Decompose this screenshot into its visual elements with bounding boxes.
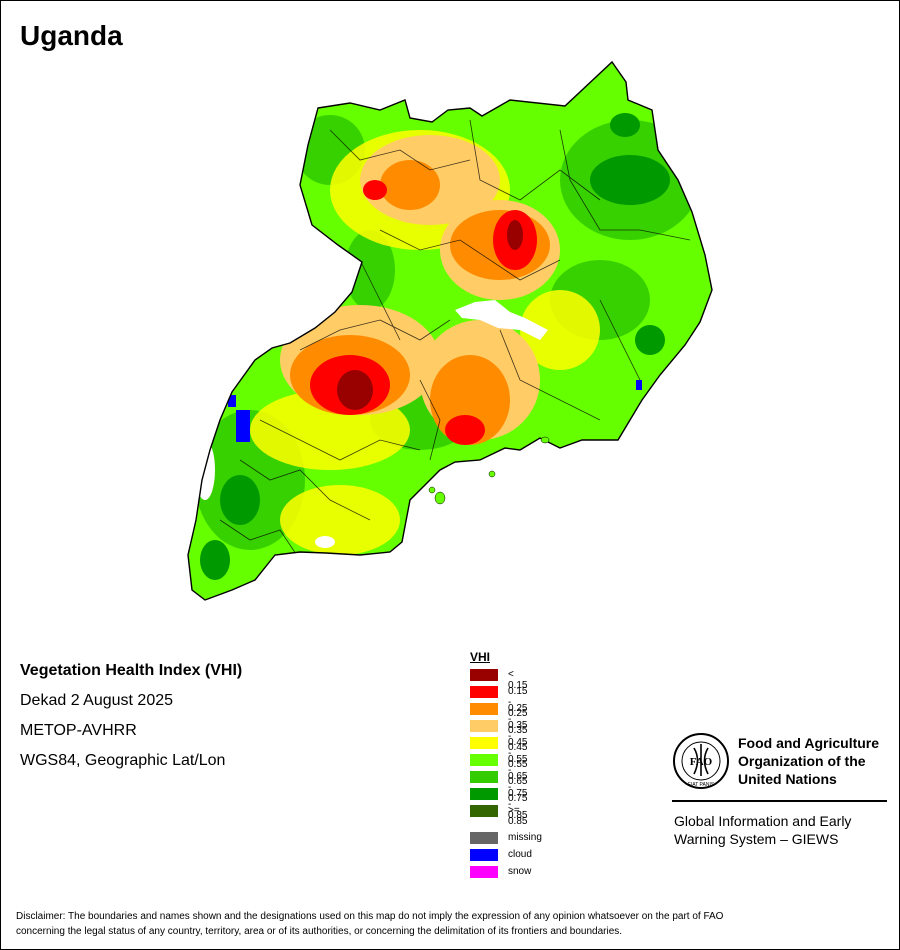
sensor: METOP-AVHRR [20,722,137,739]
legend-item: 0.75 - 0.85 [470,786,527,821]
legend-label: 0.55 - 0.65 [508,754,528,787]
legend-item: 0.65 - 0.75 [470,769,527,804]
legend-swatch [470,849,498,861]
legend-item: < 0.15 [470,667,527,691]
legend-label: cloud [508,849,532,860]
legend-swatch [470,788,498,800]
index-name: Vegetation Health Index (VHI) [20,662,243,679]
projection: WGS84, Geographic Lat/Lon [20,752,226,769]
svg-text:FAO: FAO [690,756,713,768]
divider [672,800,887,802]
legend-swatch [470,737,498,749]
legend-item: 0.35 - 0.45 [470,718,527,753]
legend-item: 0.55 - 0.65 [470,752,527,787]
legend-swatch [470,720,498,732]
legend-label: snow [508,866,532,877]
legend-label: 0.15 - 0.25 [508,686,528,719]
legend-swatch [470,832,498,844]
giews-name: Global Information and Early Warning Sys… [674,813,852,847]
legend-label: 0.75 - 0.85 [508,788,528,821]
legend-label: 0.45 - 0.55 [508,737,528,770]
legend-label: >= 0.85 [508,805,528,827]
map-title: Uganda [20,20,123,51]
legend-item-missing: missing [470,830,542,847]
legend-title: VHI [470,650,491,664]
svg-text:FIAT PANIS: FIAT PANIS [688,782,715,788]
legend-item-cloud: cloud [470,847,532,864]
legend-swatch [470,805,498,817]
org-name: Food and Agriculture Organization of the… [738,735,880,787]
legend-item: 0.45 - 0.55 [470,735,527,770]
disclaimer: Disclaimer: The boundaries and names sho… [16,911,724,937]
vhi-map [187,60,713,601]
legend-item: >= 0.85 [470,803,527,827]
fao-logo-icon: FAO FIAT PANIS [673,733,729,789]
legend-label: 0.25 - 0.35 [508,703,528,736]
legend-swatch [470,703,498,715]
legend-item-snow: snow [470,864,531,881]
period: Dekad 2 August 2025 [20,692,174,709]
legend-swatch [470,669,498,681]
legend-swatch [470,771,498,783]
map-info: Vegetation Health Index (VHI) Dekad 2 Au… [20,656,242,776]
legend-label: missing [508,832,542,843]
legend-swatch [470,866,498,878]
legend-label: 0.35 - 0.45 [508,720,528,753]
legend-swatch [470,754,498,766]
legend-label: 0.65 - 0.75 [508,771,528,804]
legend-swatch [470,686,498,698]
vhi-legend: VHI < 0.15 0.15 - 0.25 0.25 - 0.35 0.35 … [470,650,542,881]
legend-item: 0.15 - 0.25 [470,684,527,719]
legend-item: 0.25 - 0.35 [470,701,527,736]
legend-label: < 0.15 [508,669,528,691]
